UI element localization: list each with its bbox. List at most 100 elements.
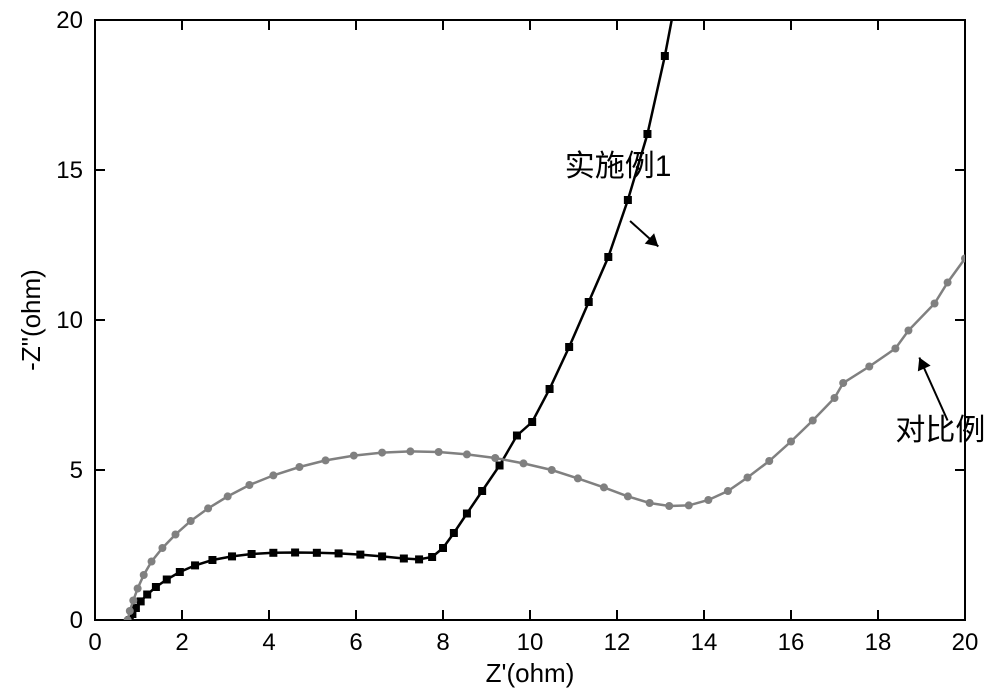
- annotation-compare: 对比例: [895, 414, 985, 447]
- marker-example1: [604, 253, 612, 261]
- marker-compare: [126, 607, 134, 615]
- marker-example1: [137, 597, 145, 605]
- marker-compare: [519, 459, 527, 467]
- marker-example1: [428, 553, 436, 561]
- marker-example1: [643, 130, 651, 138]
- marker-example1: [152, 583, 160, 591]
- y-tick-label: 0: [70, 607, 83, 634]
- marker-example1: [143, 591, 151, 599]
- plot-frame: [95, 20, 965, 620]
- marker-compare: [187, 517, 195, 525]
- marker-example1: [672, 0, 680, 3]
- marker-compare: [809, 417, 817, 425]
- marker-compare: [665, 502, 673, 510]
- y-tick-label: 10: [56, 307, 83, 334]
- marker-compare: [724, 487, 732, 495]
- marker-example1: [291, 549, 299, 557]
- x-tick-label: 2: [175, 629, 188, 656]
- marker-example1: [565, 343, 573, 351]
- nyquist-chart: 0 2 4 6 8 10 12 14 16 18 20 0 5 10 15 20 Z'(ohm) -Z"(ohm)…: [0, 0, 1000, 695]
- y-tick-label: 5: [70, 457, 83, 484]
- marker-example1: [208, 556, 216, 564]
- marker-compare: [171, 531, 179, 539]
- marker-compare: [463, 450, 471, 458]
- marker-example1: [478, 487, 486, 495]
- marker-compare: [350, 452, 358, 460]
- marker-compare: [295, 463, 303, 471]
- y-axis-label: -Z"(ohm): [16, 269, 46, 371]
- marker-example1: [624, 196, 632, 204]
- x-tick-label: 8: [436, 629, 449, 656]
- marker-compare: [548, 466, 556, 474]
- marker-compare: [322, 456, 330, 464]
- marker-compare: [931, 300, 939, 308]
- marker-example1: [528, 418, 536, 426]
- marker-example1: [546, 385, 554, 393]
- marker-example1: [661, 52, 669, 60]
- marker-compare: [204, 504, 212, 512]
- marker-example1: [191, 561, 199, 569]
- marker-compare: [378, 449, 386, 457]
- marker-compare: [765, 457, 773, 465]
- marker-compare: [269, 471, 277, 479]
- marker-example1: [313, 549, 321, 557]
- marker-example1: [356, 551, 364, 559]
- y-tick-label: 20: [56, 7, 83, 34]
- marker-compare: [245, 481, 253, 489]
- marker-example1: [228, 552, 236, 560]
- marker-example1: [496, 462, 504, 470]
- marker-compare: [744, 474, 752, 482]
- marker-example1: [400, 555, 408, 563]
- marker-example1: [163, 576, 171, 584]
- marker-compare: [574, 474, 582, 482]
- marker-example1: [248, 550, 256, 558]
- x-tick-label: 20: [952, 629, 979, 656]
- marker-compare: [839, 379, 847, 387]
- x-axis-label: Z'(ohm): [486, 658, 575, 688]
- x-tick-label: 4: [262, 629, 275, 656]
- marker-compare: [944, 279, 952, 287]
- marker-compare: [685, 501, 693, 509]
- marker-compare: [704, 496, 712, 504]
- marker-example1: [463, 510, 471, 518]
- x-tick-label: 6: [349, 629, 362, 656]
- x-tick-label: 14: [691, 629, 718, 656]
- marker-compare: [158, 544, 166, 552]
- marker-compare: [124, 616, 132, 624]
- marker-compare: [140, 571, 148, 579]
- marker-example1: [450, 529, 458, 537]
- marker-compare: [624, 492, 632, 500]
- marker-example1: [439, 544, 447, 552]
- x-tick-label: 16: [778, 629, 805, 656]
- marker-compare: [865, 363, 873, 371]
- marker-compare: [904, 327, 912, 335]
- series-line-compare: [128, 259, 965, 621]
- annotation-example1: 实施例1: [565, 150, 672, 183]
- marker-compare: [129, 597, 137, 605]
- marker-compare: [406, 447, 414, 455]
- marker-compare: [435, 448, 443, 456]
- chart-svg: 0 2 4 6 8 10 12 14 16 18 20 0 5 10 15 20 Z'(ohm) -Z"(ohm)…: [0, 0, 1000, 695]
- marker-compare: [224, 492, 232, 500]
- marker-example1: [335, 549, 343, 557]
- marker-compare: [600, 483, 608, 491]
- x-tick-label: 10: [517, 629, 544, 656]
- marker-compare: [134, 585, 142, 593]
- marker-example1: [585, 298, 593, 306]
- marker-compare: [787, 438, 795, 446]
- marker-example1: [176, 568, 184, 576]
- marker-compare: [831, 394, 839, 402]
- x-tick-label: 12: [604, 629, 631, 656]
- series-line-example1: [130, 0, 676, 620]
- marker-compare: [491, 454, 499, 462]
- marker-example1: [513, 432, 521, 440]
- marker-example1: [378, 552, 386, 560]
- y-tick-label: 15: [56, 157, 83, 184]
- marker-compare: [148, 558, 156, 566]
- x-tick-label: 18: [865, 629, 892, 656]
- x-tick-label: 0: [88, 629, 101, 656]
- marker-compare: [646, 499, 654, 507]
- marker-example1: [415, 555, 423, 563]
- marker-compare: [891, 345, 899, 353]
- marker-example1: [269, 549, 277, 557]
